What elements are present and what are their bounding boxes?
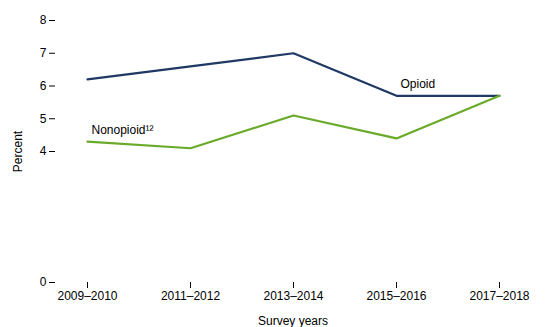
svg-text:6: 6 bbox=[40, 79, 47, 93]
svg-text:Survey years: Survey years bbox=[258, 314, 328, 327]
svg-text:Nonopioid¹²: Nonopioid¹² bbox=[92, 123, 154, 137]
svg-text:Percent: Percent bbox=[11, 130, 25, 172]
svg-text:5: 5 bbox=[40, 112, 47, 126]
svg-text:7: 7 bbox=[40, 46, 47, 60]
svg-text:2011–2012: 2011–2012 bbox=[161, 289, 221, 303]
svg-text:0: 0 bbox=[40, 275, 47, 289]
svg-text:4: 4 bbox=[40, 144, 47, 158]
svg-text:8: 8 bbox=[40, 13, 47, 27]
svg-text:2013–2014: 2013–2014 bbox=[263, 289, 323, 303]
svg-text:2015–2016: 2015–2016 bbox=[366, 289, 426, 303]
svg-text:Opioid: Opioid bbox=[401, 77, 436, 91]
svg-text:2017–2018: 2017–2018 bbox=[469, 289, 529, 303]
svg-text:2009–2010: 2009–2010 bbox=[57, 289, 117, 303]
